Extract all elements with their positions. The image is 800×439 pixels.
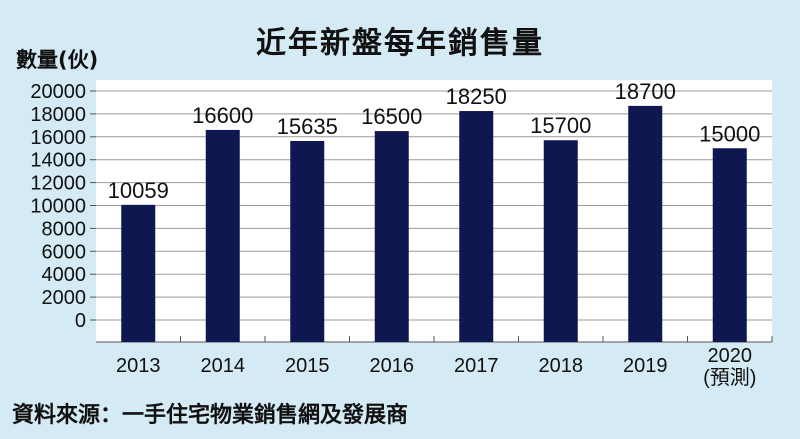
chart-title: 近年新盤每年銷售量 bbox=[256, 26, 544, 61]
y-axis-label: 數量(伙) bbox=[16, 48, 99, 72]
data-label: 15700 bbox=[530, 113, 591, 138]
x-tick-label: 2013 bbox=[116, 355, 161, 377]
x-tick-label: 2020 (預測) bbox=[703, 345, 756, 389]
y-tick-label: 10000 bbox=[30, 196, 86, 218]
y-tick-label: 12000 bbox=[30, 173, 86, 195]
bar bbox=[628, 105, 663, 342]
y-tick-label: 16000 bbox=[30, 127, 86, 149]
x-tick-label: 2017 bbox=[454, 355, 499, 377]
y-tick-label: 18000 bbox=[30, 104, 86, 126]
bar bbox=[543, 140, 578, 342]
x-tick-label: 2018 bbox=[539, 355, 584, 377]
data-label: 15635 bbox=[277, 114, 338, 139]
data-label: 10059 bbox=[108, 178, 169, 203]
y-tick-label: 20000 bbox=[30, 81, 86, 103]
x-tick-label: 2015 bbox=[285, 355, 330, 377]
y-tick-label: 2000 bbox=[42, 287, 87, 309]
bar bbox=[374, 131, 409, 342]
data-label: 18250 bbox=[446, 84, 507, 109]
bar bbox=[290, 140, 325, 342]
source-note: 資料來源：一手住宅物業銷售網及發展商 bbox=[12, 403, 409, 428]
data-label: 16600 bbox=[192, 103, 253, 128]
x-tick-label: 2016 bbox=[370, 355, 415, 377]
y-tick-label: 14000 bbox=[30, 150, 86, 172]
bar bbox=[121, 204, 156, 342]
y-tick-label: 6000 bbox=[42, 241, 87, 263]
y-tick-label: 8000 bbox=[42, 218, 87, 240]
data-label: 18700 bbox=[615, 79, 676, 104]
y-tick-label: 4000 bbox=[42, 264, 87, 286]
data-label: 16500 bbox=[361, 104, 422, 129]
x-tick-label: 2019 bbox=[623, 355, 668, 377]
bar bbox=[459, 111, 494, 342]
bar bbox=[712, 148, 747, 342]
data-label: 15000 bbox=[699, 121, 760, 146]
x-tick-label: 2014 bbox=[201, 355, 246, 377]
y-tick-label: 0 bbox=[75, 310, 86, 332]
bar bbox=[205, 129, 240, 342]
